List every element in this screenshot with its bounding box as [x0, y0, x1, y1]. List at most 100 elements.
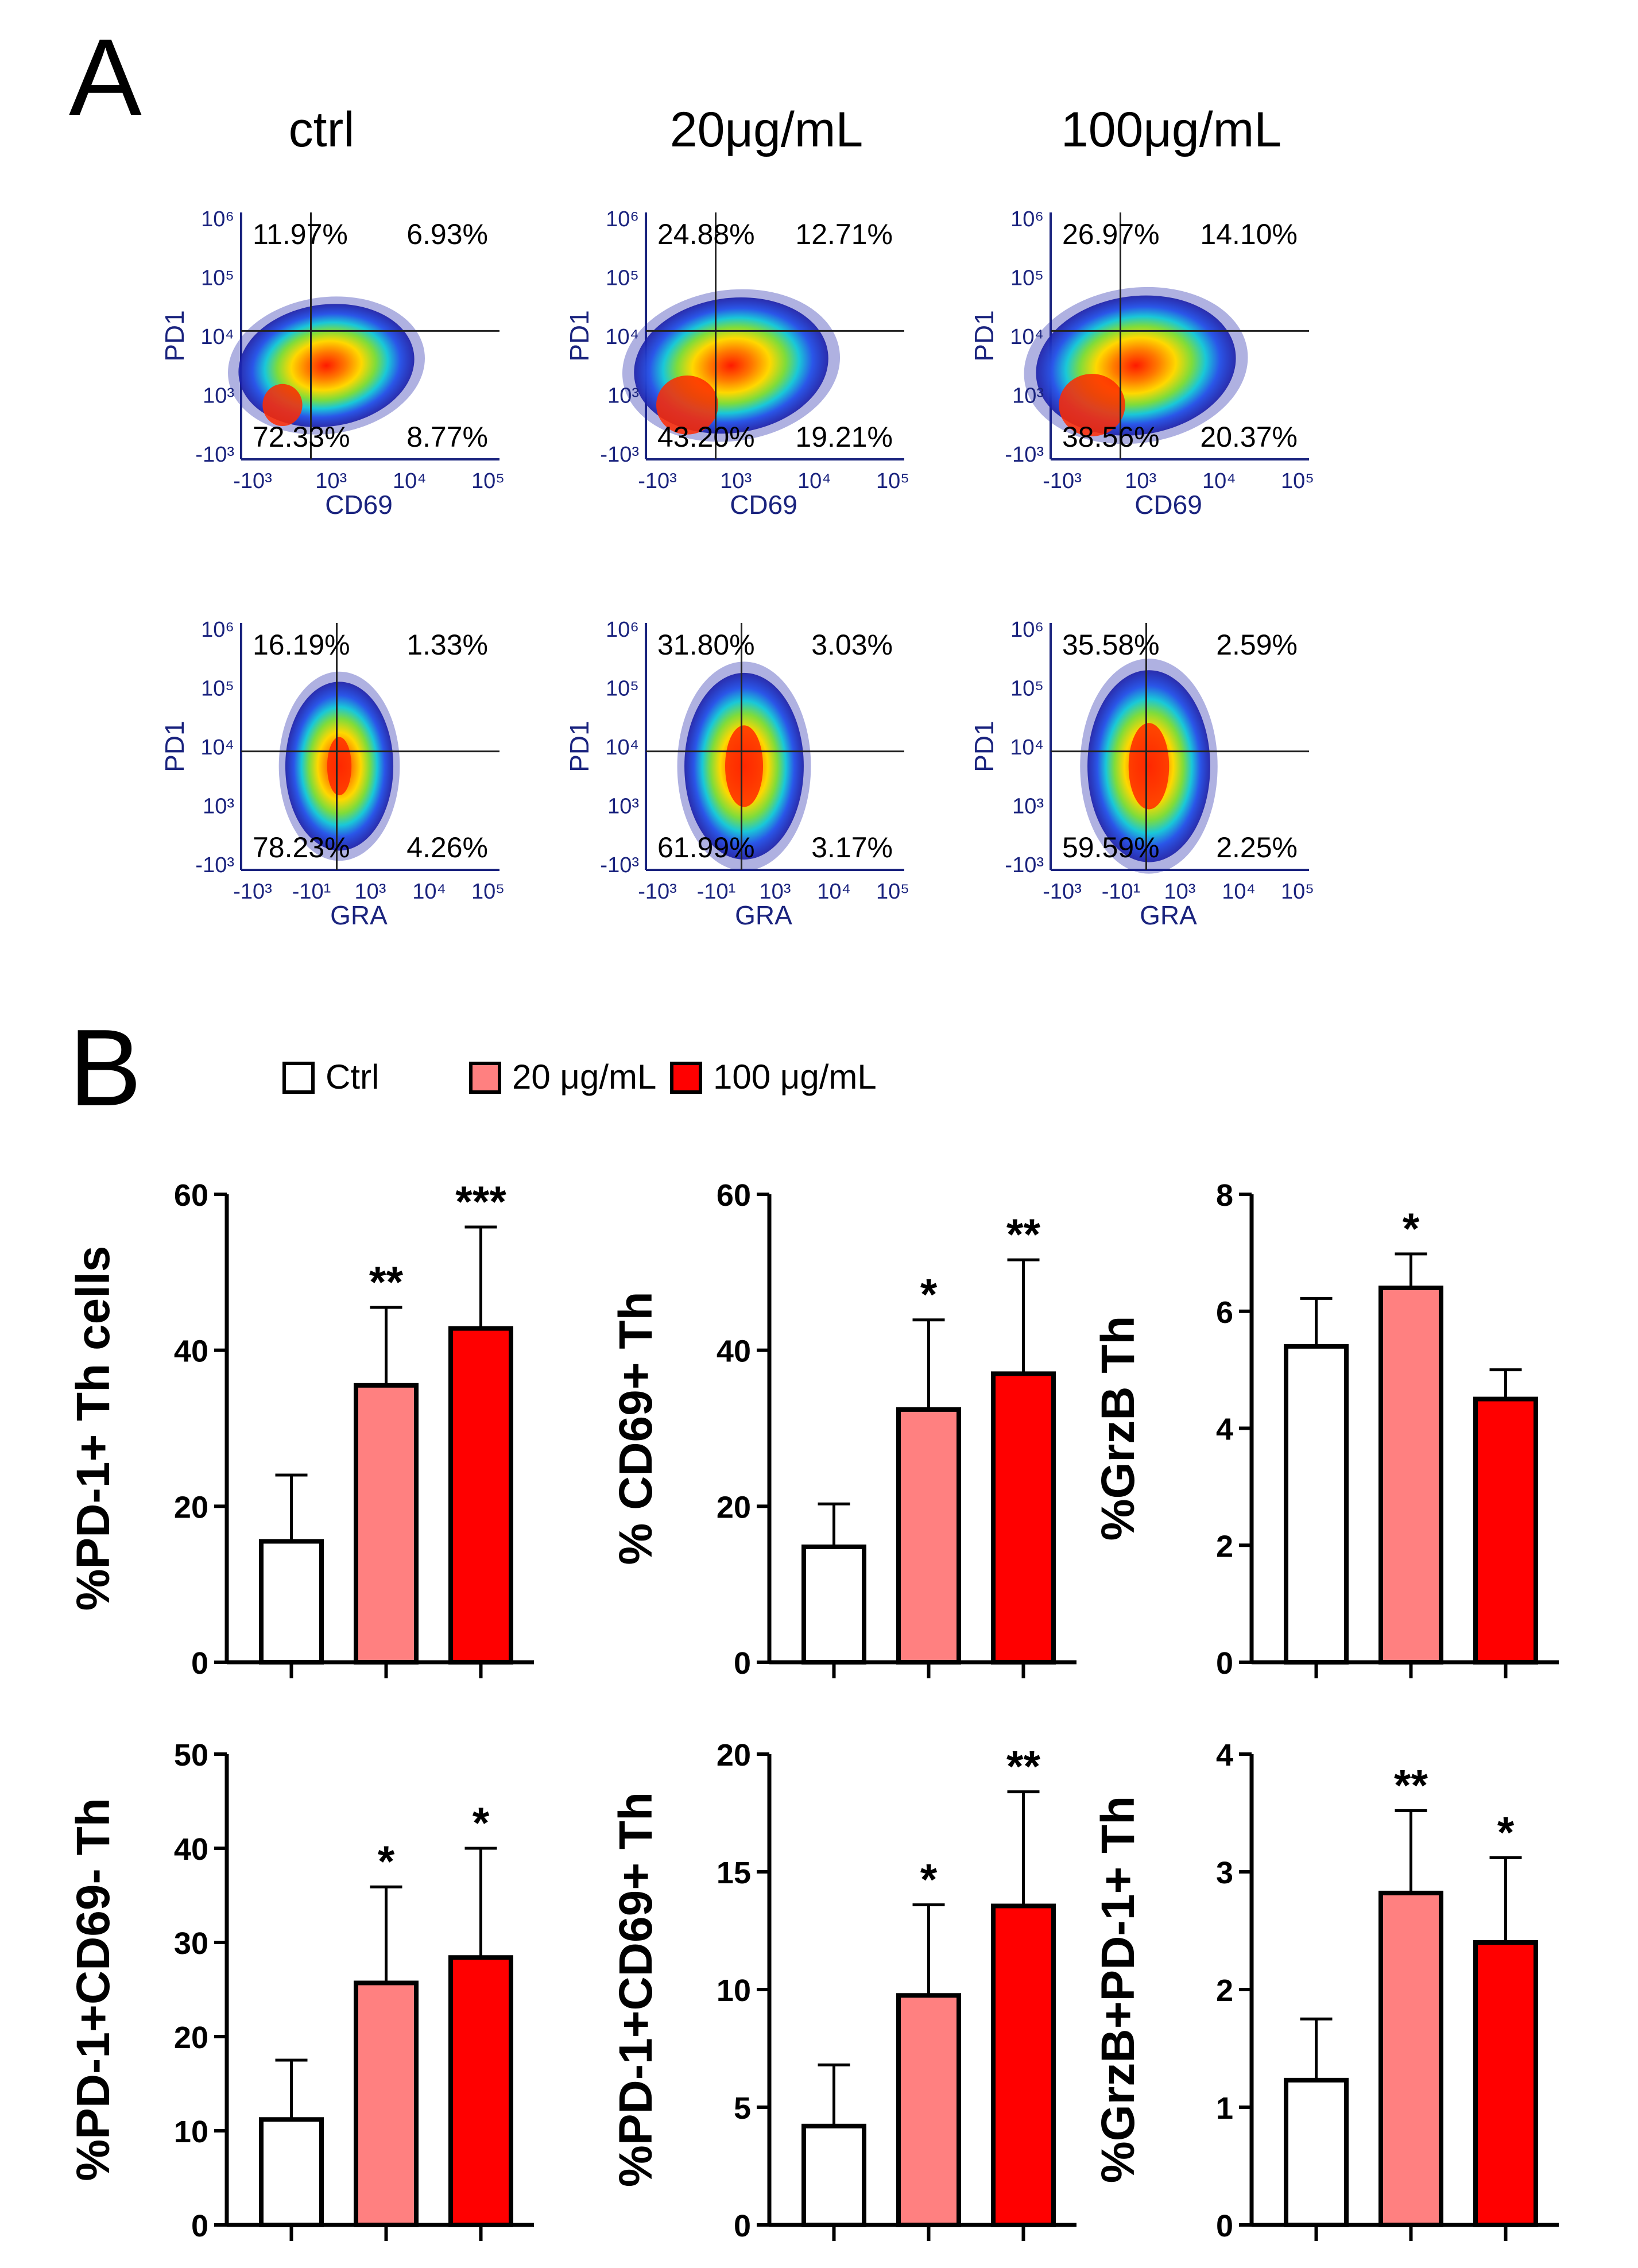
x-tick-label: -10³: [233, 880, 272, 904]
quadrant-lower-left: 72.33%: [253, 421, 350, 453]
x-tick-label: 10⁴: [412, 880, 446, 904]
y-axis-title: PD1: [160, 721, 189, 772]
significance-label: *: [473, 1799, 490, 1848]
density-core: [1059, 374, 1125, 436]
density-core: [327, 737, 352, 796]
y-tick-label: -10³: [600, 853, 639, 877]
quadrant-lower-right: 19.21%: [795, 421, 893, 453]
condition-title: 100μg/mL: [1061, 102, 1281, 157]
x-axis-title: CD69: [730, 490, 797, 520]
bar: [1473, 1940, 1538, 2227]
quadrant-upper-left: 16.19%: [253, 629, 350, 661]
quadrant-lower-left: 59.59%: [1062, 831, 1160, 864]
x-tick-label: 10³: [760, 880, 791, 904]
legend-swatch: [469, 1062, 501, 1094]
y-axis-title: %PD-1+CD69+ Th: [610, 1792, 662, 2187]
bar: [354, 1980, 419, 2228]
bar-legend: Ctrl 20 μg/mL 100 μg/mL: [282, 1058, 877, 1096]
y-tick-label: 10⁶: [201, 618, 234, 642]
y-tick-label: 4: [1216, 1738, 1233, 1772]
quadrant-upper-right: 6.93%: [406, 218, 488, 250]
y-tick-label: 4: [1216, 1412, 1233, 1447]
y-tick-label: 10⁶: [1010, 207, 1044, 231]
y-tick-label: 40: [174, 1334, 208, 1369]
y-tick-label: 10³: [203, 795, 234, 819]
x-tick-label: -10³: [1043, 469, 1082, 493]
y-tick-label: 6: [1216, 1295, 1233, 1330]
bar: [991, 1371, 1056, 1665]
y-tick-label: 8: [1216, 1178, 1233, 1213]
y-tick-label: 20: [717, 1490, 751, 1524]
x-tick-label: -10¹: [697, 880, 736, 904]
bar: [991, 1903, 1056, 2227]
x-tick-label: 10⁵: [876, 880, 909, 904]
y-tick-label: 60: [717, 1178, 751, 1213]
y-tick-label: 2: [1216, 1973, 1233, 2008]
x-tick-label: 10⁵: [876, 469, 909, 493]
x-tick-label: -10³: [638, 880, 677, 904]
quadrant-lower-right: 3.17%: [811, 831, 893, 864]
y-tick-label: 10⁴: [1010, 736, 1044, 760]
contour-plot: 11.97% 6.93% 72.33% 8.77% 10⁶ 10⁵ 10⁴ 10³ -10³-1…: [160, 207, 505, 520]
y-tick-label: 10⁶: [201, 207, 234, 231]
bar: [896, 1407, 961, 1665]
x-axis-title: GRA: [1140, 900, 1197, 930]
y-tick-label: 10³: [1012, 384, 1044, 408]
quadrant-upper-right: 2.59%: [1216, 629, 1298, 661]
y-tick-label: 10³: [607, 795, 639, 819]
y-tick-label: 2: [1216, 1529, 1233, 1563]
x-tick-label: 10⁴: [1202, 469, 1236, 493]
y-tick-label: -10³: [195, 853, 234, 877]
y-axis-title: %PD-1+CD69- Th: [67, 1798, 119, 2181]
quadrant-lower-right: 8.77%: [406, 421, 488, 453]
y-tick-label: 15: [717, 1856, 751, 1890]
y-tick-label: 0: [734, 2209, 751, 2243]
y-tick-label: 10³: [607, 384, 639, 408]
legend-item: 20 μg/mL: [469, 1058, 656, 1096]
bar: [801, 1544, 866, 1665]
contour-plot: 16.19% 1.33% 78.23% 4.26% 10⁶ 10⁵ 10⁴ 10³ -10³ -1…: [160, 618, 505, 930]
y-tick-label: 0: [191, 1646, 208, 1681]
quadrant-upper-right: 1.33%: [406, 629, 488, 661]
y-tick-label: 10: [717, 1973, 751, 2008]
quadrant-upper-right: 14.10%: [1200, 218, 1298, 250]
significance-label: *: [920, 1855, 938, 1904]
density-core: [656, 376, 719, 435]
y-axis-title: PD1: [969, 721, 999, 772]
y-axis-title: PD1: [564, 310, 594, 361]
bar: [1284, 1344, 1349, 1665]
y-tick-label: 10: [174, 2115, 208, 2149]
flow-cytometry-panels: ctrl 20μg/mL 100μg/mL 11.97% 6.93% 72.33% 8.77…: [160, 102, 1314, 930]
bar: [448, 1326, 513, 1665]
y-tick-label: 0: [734, 1646, 751, 1681]
significance-label: **: [1394, 1761, 1428, 1810]
significance-label: **: [369, 1258, 404, 1307]
y-tick-label: 20: [717, 1738, 751, 1772]
legend-item: 100 μg/mL: [670, 1058, 877, 1096]
significance-label: **: [1006, 1743, 1041, 1791]
quadrant-lower-left: 38.56%: [1062, 421, 1160, 453]
bar: [259, 1539, 324, 1665]
condition-title: 20μg/mL: [670, 102, 863, 157]
legend-label: 20 μg/mL: [512, 1058, 656, 1096]
y-tick-label: 3: [1216, 1856, 1233, 1890]
bar-chart: 0 2 4 6 8 %GrzB Th *: [1092, 1178, 1559, 1681]
y-axis-title: %GrzB Th: [1092, 1316, 1144, 1541]
contour-plot: 35.58% 2.59% 59.59% 2.25% 10⁶ 10⁵ 10⁴ 10³ -10³ -1…: [969, 618, 1314, 930]
x-tick-label: 10⁵: [471, 469, 505, 493]
quadrant-upper-right: 3.03%: [811, 629, 893, 661]
contour-plot: 24.88% 12.71% 43.20% 19.21% 10⁶ 10⁵ 10⁴ 10³ -10³…: [564, 207, 909, 520]
y-axis-title: PD1: [564, 721, 594, 772]
legend-swatch: [670, 1062, 702, 1094]
bar: [448, 1955, 513, 2227]
y-tick-label: 60: [174, 1178, 208, 1213]
quadrant-upper-right: 12.71%: [795, 218, 893, 250]
y-tick-label: 20: [174, 1490, 208, 1524]
x-axis-title: CD69: [1134, 490, 1202, 520]
bar: [354, 1383, 419, 1665]
y-tick-label: -10³: [1005, 853, 1044, 877]
x-tick-label: 10⁵: [1281, 469, 1314, 493]
y-tick-label: 0: [1216, 2209, 1233, 2243]
